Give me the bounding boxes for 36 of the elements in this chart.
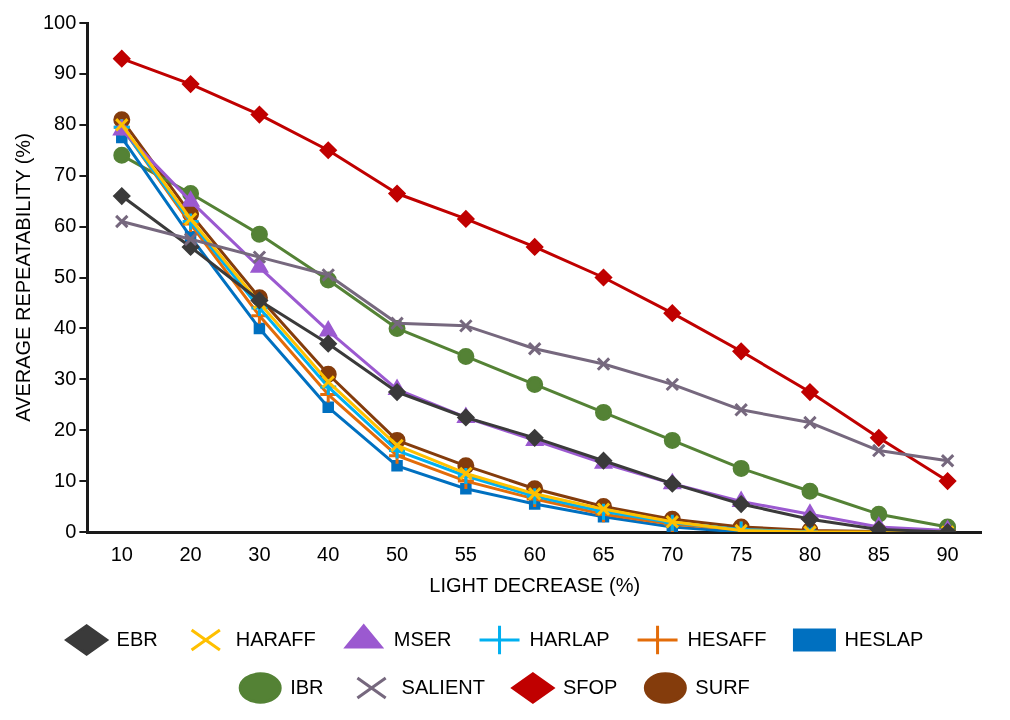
x-tick-label: 20 (179, 542, 202, 565)
x-tick-label: 80 (798, 542, 822, 565)
x-tick-label: 60 (523, 542, 546, 565)
y-axis-title: AVERAGE REPEATABILITY (%) (11, 133, 34, 422)
y-tick-label: 90 (54, 61, 77, 84)
y-tick-label: 10 (54, 468, 77, 491)
y-tick-label: 50 (54, 265, 77, 288)
x-tick-label: 10 (110, 542, 133, 565)
y-tick-label: 40 (54, 315, 77, 338)
legend-label: HARAFF (235, 627, 316, 650)
x-tick-label: 85 (867, 542, 890, 565)
legend-label: HARLAP (529, 627, 610, 650)
y-tick-label: 30 (54, 366, 77, 389)
legend-label: IBR (290, 675, 324, 698)
y-tick-label: 20 (54, 417, 77, 440)
y-tick-label: 80 (54, 112, 77, 135)
y-tick-label: 100 (42, 10, 77, 33)
x-tick-label: 50 (385, 542, 409, 565)
x-tick-label: 70 (661, 542, 684, 565)
x-axis-title: LIGHT DECREASE (%) (429, 573, 641, 596)
legend-label: SALIENT (401, 675, 485, 698)
legend-label: MSER (393, 627, 452, 650)
x-tick-label: 55 (454, 542, 477, 565)
legend-label: HESAFF (687, 627, 767, 650)
x-tick-label: 75 (730, 542, 753, 565)
y-tick-label: 60 (54, 214, 77, 237)
legend-label: HESLAP (844, 627, 924, 650)
x-tick-label: 65 (592, 542, 615, 565)
legend-label: SFOP (562, 675, 618, 698)
legend-label: EBR (116, 627, 158, 650)
y-tick-label: 0 (65, 519, 77, 542)
legend-label: SURF (695, 675, 750, 698)
x-tick-label: 90 (936, 542, 959, 565)
y-tick-label: 70 (54, 163, 77, 186)
x-tick-label: 40 (317, 542, 340, 565)
x-tick-label: 30 (248, 542, 271, 565)
